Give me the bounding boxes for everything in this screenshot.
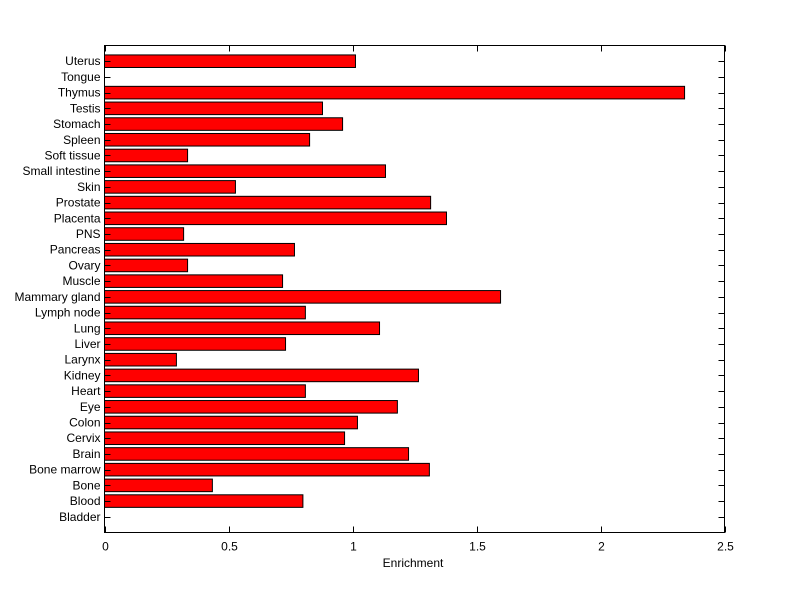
x-tick-label: 0 bbox=[102, 540, 109, 554]
x-tick-label: 2.5 bbox=[717, 540, 734, 554]
y-tick-label: Uterus bbox=[65, 54, 100, 68]
bar-prostate bbox=[104, 195, 432, 210]
y-tick-label: Muscle bbox=[62, 274, 100, 288]
y-tick-label: Cervix bbox=[66, 431, 100, 445]
bar-spleen bbox=[104, 132, 311, 147]
bar-small-intestine bbox=[104, 164, 386, 178]
bar-pns bbox=[104, 227, 185, 241]
bar-bone-marrow bbox=[104, 462, 430, 477]
y-tick-label: Soft tissue bbox=[44, 148, 100, 162]
bar-heart bbox=[104, 384, 306, 398]
bar-stomach bbox=[104, 117, 344, 131]
x-tick-label: 1 bbox=[350, 540, 357, 554]
y-tick-label: Skin bbox=[77, 180, 100, 194]
y-tick-label: Bladder bbox=[59, 510, 100, 524]
bar-brain bbox=[104, 447, 410, 461]
y-tick-label: Testis bbox=[70, 101, 101, 115]
bar-cervix bbox=[104, 431, 346, 446]
bar-colon bbox=[104, 415, 358, 430]
x-tick-label: 2 bbox=[598, 540, 605, 554]
y-tick-label: Lung bbox=[74, 321, 101, 335]
bar-kidney bbox=[104, 368, 419, 383]
y-tick-label: Tongue bbox=[61, 70, 101, 84]
bar-thymus bbox=[104, 85, 686, 100]
bar-pancreas bbox=[104, 242, 295, 257]
ticks bbox=[104, 45, 726, 533]
bar-blood bbox=[104, 494, 304, 508]
y-tick-label: Thymus bbox=[58, 86, 101, 100]
bars bbox=[104, 54, 686, 508]
y-tick-label: Bone bbox=[72, 478, 100, 492]
bar-muscle bbox=[104, 274, 284, 288]
plot-frame bbox=[104, 45, 725, 533]
y-tick-label: Small intestine bbox=[22, 164, 100, 178]
bar-soft-tissue bbox=[104, 148, 189, 163]
y-tick-label: Prostate bbox=[56, 196, 101, 210]
bar-placenta bbox=[104, 211, 447, 226]
y-tick-label: Eye bbox=[80, 400, 101, 414]
y-tick-label: Kidney bbox=[64, 368, 101, 382]
bar-testis bbox=[104, 101, 323, 116]
y-tick-label: Mammary gland bbox=[14, 290, 100, 304]
y-tick-label: Larynx bbox=[64, 353, 100, 367]
y-tick-label: PNS bbox=[76, 227, 101, 241]
bar-larynx bbox=[104, 352, 177, 367]
bar-lymph-node bbox=[104, 305, 306, 320]
x-axis-label: Enrichment bbox=[383, 556, 444, 570]
bar-uterus bbox=[104, 54, 356, 68]
y-tick-label: Spleen bbox=[63, 133, 100, 147]
y-tick-label: Bone marrow bbox=[29, 463, 101, 477]
x-tick-label: 1.5 bbox=[469, 540, 486, 554]
y-tick-label: Liver bbox=[74, 337, 100, 351]
bar-mammary-gland bbox=[104, 290, 502, 304]
x-tick-label: 0.5 bbox=[221, 540, 238, 554]
y-tick-label: Stomach bbox=[53, 117, 100, 131]
y-tick-label: Colon bbox=[69, 416, 100, 430]
y-tick-label: Placenta bbox=[54, 211, 101, 225]
bar-lung bbox=[104, 321, 381, 336]
y-tick-label: Lymph node bbox=[35, 306, 101, 320]
bar-eye bbox=[104, 400, 398, 414]
y-tick-label: Pancreas bbox=[50, 243, 101, 257]
bar-skin bbox=[104, 180, 236, 194]
bar-liver bbox=[104, 337, 287, 351]
y-tick-label: Heart bbox=[71, 384, 101, 398]
bar-ovary bbox=[104, 258, 189, 273]
y-tick-label: Ovary bbox=[68, 258, 100, 272]
y-tick-label: Blood bbox=[70, 494, 101, 508]
y-tick-label: Brain bbox=[72, 447, 100, 461]
bar-bone bbox=[104, 478, 213, 493]
